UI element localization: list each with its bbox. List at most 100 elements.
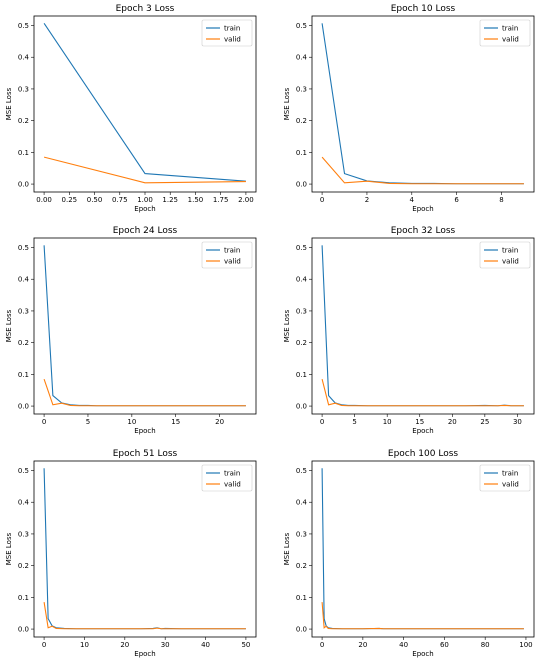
chart-2: Epoch 24 Loss 0 5 10 15 20 0.0 0.1 0.2 0.3 0.4 0.5 E…: [5, 226, 257, 435]
y-tick-label: 0.4: [18, 54, 30, 62]
x-tick-label: 60: [440, 641, 449, 649]
x-tick-label: 25: [480, 418, 489, 426]
series-line-train: [43, 245, 246, 407]
x-tick-label: 5: [86, 418, 90, 426]
x-tick-label: 15: [171, 418, 180, 426]
y-tick-label: 0.1: [296, 149, 307, 157]
y-tick-label: 0.3: [18, 85, 29, 93]
x-tick-label: 8: [499, 196, 503, 204]
legend-label-train: train: [224, 470, 240, 478]
y-axis-label: MSE Loss: [5, 309, 13, 342]
y-tick-label: 0.2: [18, 562, 29, 570]
y-tick-label: 0.2: [296, 562, 307, 570]
legend-label-valid: valid: [502, 36, 519, 44]
y-tick-label: 0.1: [18, 371, 29, 379]
chart-title: Epoch 32 Loss: [391, 226, 456, 236]
legend: train valid: [479, 19, 531, 47]
legend: train valid: [201, 19, 253, 47]
x-tick-label: 0.25: [62, 196, 78, 204]
y-tick-label: 0.4: [296, 54, 308, 62]
y-tick-label: 0.0: [18, 181, 29, 189]
chart-title: Epoch 51 Loss: [113, 449, 178, 459]
legend: train valid: [201, 464, 253, 492]
series-line-valid: [43, 156, 246, 184]
y-tick-label: 0.3: [18, 530, 29, 538]
y-tick-label: 0.3: [296, 307, 307, 315]
y-tick-label: 0.5: [296, 22, 307, 30]
y-tick-label: 0.0: [296, 626, 307, 634]
x-tick-label: 1.75: [213, 196, 229, 204]
chart-title: Epoch 24 Loss: [113, 226, 178, 236]
series-line-train: [43, 468, 246, 630]
plot-frame: [311, 237, 535, 415]
x-tick-label: 50: [241, 641, 250, 649]
legend: train valid: [201, 241, 253, 269]
y-axis-label: MSE Loss: [5, 87, 13, 120]
x-tick-label: 80: [481, 641, 490, 649]
x-tick-label: 15: [415, 418, 424, 426]
series-line-train: [43, 22, 246, 182]
legend: train valid: [479, 464, 531, 492]
chart-title: Epoch 10 Loss: [391, 4, 456, 14]
series-line-valid: [43, 378, 246, 407]
x-tick-label: 40: [399, 641, 408, 649]
chart-3: Epoch 32 Loss 0 5 10 15 20 25 30 0.0 0.1 0.2 0.3 0.4…: [283, 226, 535, 435]
x-tick-label: 30: [513, 418, 522, 426]
legend-label-valid: valid: [502, 481, 519, 489]
x-tick-label: 0: [320, 196, 324, 204]
x-tick-label: 10: [80, 641, 89, 649]
x-tick-label: 20: [448, 418, 457, 426]
x-tick-label: 5: [352, 418, 356, 426]
y-tick-label: 0.5: [18, 22, 29, 30]
x-tick-label: 0.75: [112, 196, 128, 204]
chart-5: Epoch 100 Loss 0 20 40 60 80 100 0.0 0.1 0.2 0.3 0.…: [283, 449, 535, 658]
y-tick-label: 0.2: [18, 117, 29, 125]
y-tick-label: 0.5: [18, 244, 29, 252]
y-tick-label: 0.4: [18, 276, 30, 284]
x-tick-label: 10: [383, 418, 392, 426]
y-tick-label: 0.2: [296, 117, 307, 125]
legend-label-train: train: [224, 25, 240, 33]
legend-label-train: train: [502, 247, 518, 255]
y-tick-label: 0.2: [296, 339, 307, 347]
y-tick-label: 0.1: [18, 594, 29, 602]
x-tick-label: 100: [519, 641, 532, 649]
series-line-train: [321, 245, 524, 407]
series-line-valid: [321, 378, 524, 407]
y-tick-label: 0.3: [296, 85, 307, 93]
chart-1: Epoch 10 Loss 0 2 4 6 8 0.0 0.1 0.2 0.3 0.4 0.5 Epoc…: [283, 4, 535, 213]
x-axis-label: Epoch: [412, 205, 433, 213]
x-axis-label: Epoch: [412, 650, 433, 658]
series-line-valid: [321, 602, 524, 630]
x-tick-label: 1.25: [162, 196, 178, 204]
legend-label-valid: valid: [224, 481, 241, 489]
y-tick-label: 0.5: [296, 467, 307, 475]
legend: train valid: [479, 241, 531, 269]
series-line-train: [321, 23, 524, 185]
y-axis-label: MSE Loss: [283, 532, 291, 565]
x-tick-label: 1.00: [137, 196, 153, 204]
legend-label-train: train: [224, 247, 240, 255]
y-tick-label: 0.0: [18, 403, 29, 411]
x-tick-label: 0.00: [36, 196, 52, 204]
x-tick-label: 0: [42, 641, 46, 649]
y-tick-label: 0.1: [18, 149, 29, 157]
x-tick-label: 6: [454, 196, 459, 204]
y-tick-label: 0.2: [18, 339, 29, 347]
plot-frame: [311, 15, 535, 193]
x-tick-label: 10: [127, 418, 136, 426]
y-tick-label: 0.4: [296, 499, 308, 507]
x-axis-label: Epoch: [412, 427, 433, 435]
x-tick-label: 4: [410, 196, 415, 204]
y-tick-label: 0.0: [18, 626, 29, 634]
chart-title: Epoch 100 Loss: [388, 449, 459, 459]
y-tick-label: 0.5: [296, 244, 307, 252]
chart-0: Epoch 3 Loss 0.00 0.25 0.50 0.75 1.00 1.25 1.50…: [5, 4, 257, 213]
legend-label-train: train: [502, 25, 518, 33]
series-line-valid: [321, 156, 524, 185]
series-line-train: [321, 468, 524, 630]
x-tick-label: 20: [358, 641, 367, 649]
y-tick-label: 0.3: [18, 307, 29, 315]
x-tick-label: 0.50: [87, 196, 103, 204]
